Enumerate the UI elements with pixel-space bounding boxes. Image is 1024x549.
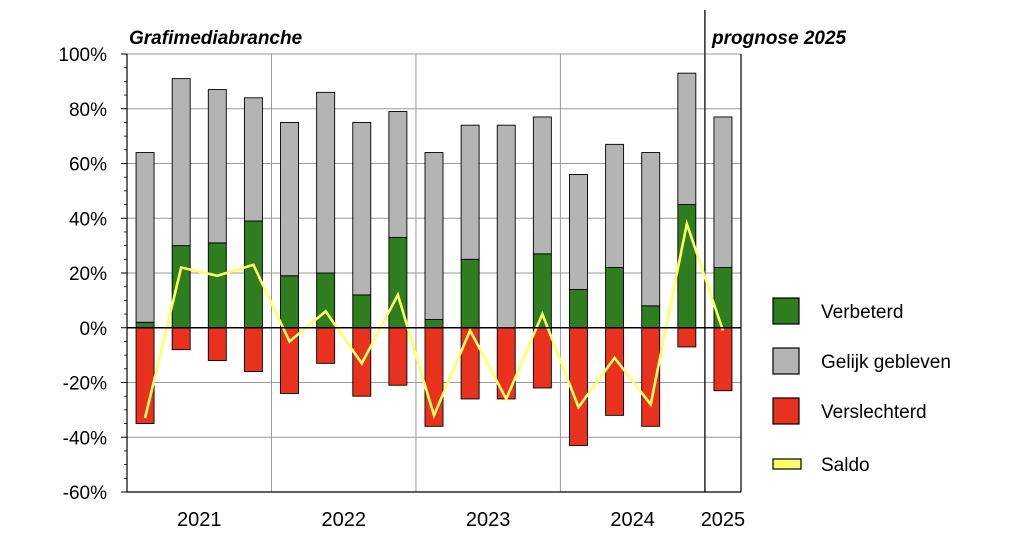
bar-verslechterd-15 bbox=[677, 327, 697, 348]
bar-verbeterd-14 bbox=[641, 305, 661, 329]
xtick-label: 2021 bbox=[177, 509, 222, 531]
ytick-label: -60% bbox=[63, 483, 107, 504]
bar-verslechterd-16 bbox=[713, 327, 733, 392]
bar-verbeterd-0 bbox=[135, 321, 155, 329]
bar-verbeterd-2 bbox=[207, 242, 227, 329]
bar-verbeterd-6 bbox=[352, 294, 372, 329]
bar-verslechterd-12 bbox=[569, 327, 588, 446]
bar-verslechterd-3 bbox=[243, 327, 263, 372]
bar-verbeterd-9 bbox=[460, 258, 480, 329]
bar-gelijk-gebleven-6 bbox=[352, 121, 372, 296]
prognosis-title: prognose 2025 bbox=[711, 28, 847, 49]
legend-label-saldo: Saldo bbox=[821, 455, 870, 476]
bar-gelijk-gebleven-12 bbox=[569, 173, 588, 290]
bar-gelijk-gebleven-0 bbox=[135, 152, 155, 323]
xtick-label: 2025 bbox=[701, 509, 746, 531]
bar-verslechterd-0 bbox=[135, 327, 155, 425]
ytick-label: 100% bbox=[58, 45, 107, 66]
bar-verslechterd-13 bbox=[605, 327, 625, 416]
ytick-label: 80% bbox=[69, 100, 107, 121]
bar-verbeterd-16 bbox=[713, 267, 733, 329]
bar-verbeterd-4 bbox=[280, 275, 299, 329]
bar-verbeterd-1 bbox=[171, 245, 191, 329]
ytick-label: 60% bbox=[69, 155, 107, 176]
ytick-label: -40% bbox=[63, 428, 107, 449]
line-layer bbox=[143, 218, 725, 420]
ytick-label: 0% bbox=[80, 319, 108, 340]
xtick-label: 2024 bbox=[610, 509, 655, 531]
bar-gelijk-gebleven-11 bbox=[532, 116, 552, 255]
legend-swatch-saldo bbox=[772, 458, 802, 470]
bars-layer bbox=[135, 72, 733, 446]
xtick-label: 2022 bbox=[321, 509, 366, 531]
legend-label-verbeterd: Verbeterd bbox=[821, 302, 903, 323]
chart-title: Grafimediabranche bbox=[129, 28, 303, 49]
bar-verbeterd-8 bbox=[424, 319, 444, 329]
legend-label-verslechterd: Verslechterd bbox=[821, 402, 927, 423]
bar-verslechterd-5 bbox=[316, 327, 336, 364]
bar-verslechterd-1 bbox=[171, 327, 191, 351]
bar-gelijk-gebleven-5 bbox=[316, 91, 336, 274]
ytick-label: 20% bbox=[69, 264, 107, 285]
bar-verbeterd-13 bbox=[605, 267, 625, 329]
ytick-label: -20% bbox=[63, 374, 107, 395]
bar-gelijk-gebleven-1 bbox=[171, 78, 191, 247]
legend-swatch-verslechterd bbox=[772, 397, 800, 425]
ytick-label: 40% bbox=[69, 209, 107, 230]
bar-gelijk-gebleven-7 bbox=[388, 111, 408, 238]
bar-gelijk-gebleven-14 bbox=[641, 152, 661, 307]
legend: Verbeterd Gelijk gebleven Verslechterd Sald… bbox=[772, 297, 951, 476]
bar-verslechterd-11 bbox=[532, 327, 552, 389]
bar-gelijk-gebleven-2 bbox=[207, 89, 227, 244]
bar-gelijk-gebleven-3 bbox=[243, 97, 263, 222]
bar-gelijk-gebleven-8 bbox=[424, 152, 444, 320]
legend-swatch-verbeterd bbox=[772, 297, 800, 325]
bar-verslechterd-2 bbox=[207, 327, 227, 362]
legend-label-gelijk-gebleven: Gelijk gebleven bbox=[821, 352, 951, 373]
xtick-label: 2023 bbox=[466, 509, 511, 531]
axis-layer: 100% 80% 60% 40% 20% 0% -20% -40% -60% 2021 2022 20… bbox=[58, 45, 745, 531]
bar-verbeterd-3 bbox=[243, 220, 263, 329]
legend-swatch-gelijk-gebleven bbox=[772, 347, 800, 375]
bar-gelijk-gebleven-10 bbox=[496, 124, 516, 329]
bar-verslechterd-7 bbox=[388, 327, 408, 386]
bar-gelijk-gebleven-13 bbox=[605, 143, 625, 268]
bar-gelijk-gebleven-15 bbox=[677, 72, 697, 206]
bar-gelijk-gebleven-16 bbox=[713, 116, 733, 268]
bar-verbeterd-12 bbox=[569, 288, 588, 329]
bar-gelijk-gebleven-9 bbox=[460, 124, 480, 260]
bar-verslechterd-9 bbox=[460, 327, 480, 400]
bar-gelijk-gebleven-4 bbox=[280, 121, 299, 277]
